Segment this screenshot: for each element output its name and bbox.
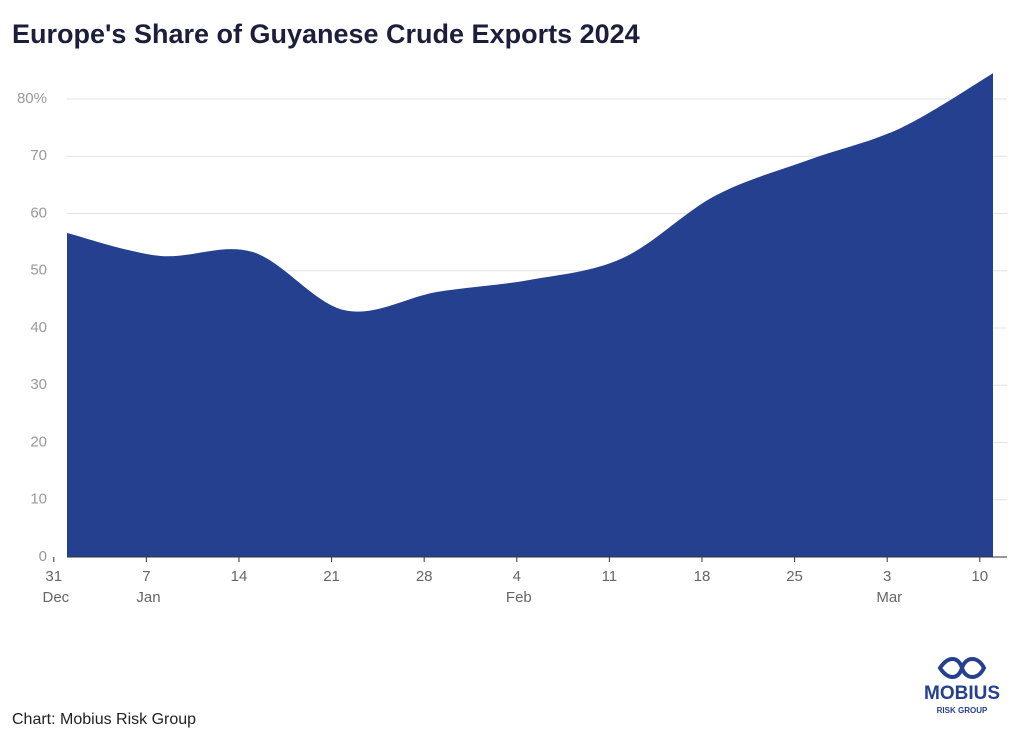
x-tick-label: 14 xyxy=(231,568,248,585)
brand-tagline: RISK GROUP xyxy=(937,706,988,715)
x-tick-label: 3 Mar xyxy=(872,568,902,606)
y-tick-label: 40 xyxy=(30,319,47,336)
x-tick-label: 21 xyxy=(323,568,340,585)
x-tick-label: 7 Jan xyxy=(132,568,160,606)
y-tick-label: 30 xyxy=(30,376,47,393)
y-tick-label: 80% xyxy=(17,90,47,107)
brand-name: MOBIUS xyxy=(924,683,1000,704)
y-tick-label: 20 xyxy=(30,433,47,450)
chart-title: Europe's Share of Guyanese Crude Exports… xyxy=(12,19,640,49)
x-tick-label: 25 xyxy=(786,568,803,585)
x-tick-label: 18 xyxy=(694,568,711,585)
area xyxy=(67,73,993,558)
y-tick-label: 0 xyxy=(39,548,47,565)
x-tick-label: 10 xyxy=(971,568,988,585)
source: Chart: Mobius Risk Group xyxy=(12,711,196,728)
x-tick-label: 28 xyxy=(416,568,433,585)
y-tick-label: 50 xyxy=(30,262,47,279)
x-tick-label: 4 Feb xyxy=(502,568,532,606)
y-tick-label: 10 xyxy=(30,491,47,508)
y-tick-label: 70 xyxy=(30,147,47,164)
x-tick-label: 31 Dec xyxy=(38,568,69,606)
logo-icon xyxy=(937,657,987,679)
x-tick-label: 11 xyxy=(602,568,618,585)
logo: MOBIUS RISK GROUP xyxy=(924,657,1000,715)
y-tick-label: 60 xyxy=(30,204,47,221)
